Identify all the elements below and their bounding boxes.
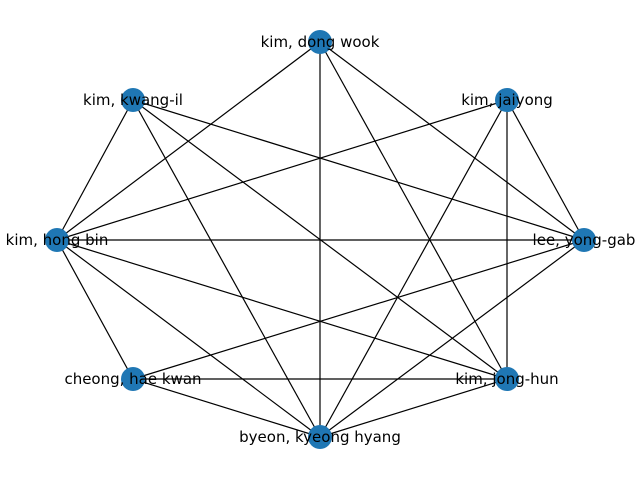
node-label-yong_gab: lee, yong-gab <box>533 231 636 249</box>
edge-layer <box>56 41 585 438</box>
edge-hae_kwan-kyeong_hyang <box>132 378 321 438</box>
node-yong_gab <box>572 228 596 252</box>
node-label-hae_kwan: cheong, hae kwan <box>64 370 201 388</box>
label-layer: kim, dong wook kim, jaiyong lee, yong-gab k… <box>6 33 636 446</box>
edge-jaiyong-hong_bin <box>56 99 508 241</box>
edge-yong_gab-hae_kwan <box>132 239 585 380</box>
node-label-jong_hun: kim, jong-hun <box>455 370 558 388</box>
node-label-jaiyong: kim, jaiyong <box>461 91 553 109</box>
node-hong_bin <box>45 228 69 252</box>
node-kwang_il <box>121 88 145 112</box>
edge-hong_bin-jong_hun <box>56 239 508 380</box>
edge-jaiyong-kyeong_hyang <box>319 99 508 438</box>
edge-hong_bin-kyeong_hyang <box>56 239 321 438</box>
node-kyeong_hyang <box>308 425 332 449</box>
node-jaiyong <box>495 88 519 112</box>
edge-kwang_il-kyeong_hyang <box>132 99 321 438</box>
edge-dong_wook-yong_gab <box>319 41 585 241</box>
node-label-dong_wook: kim, dong wook <box>261 33 380 51</box>
edge-hong_bin-hae_kwan <box>56 239 134 380</box>
edge-kwang_il-yong_gab <box>132 99 585 241</box>
edge-yong_gab-kyeong_hyang <box>319 239 585 438</box>
node-jong_hun <box>495 367 519 391</box>
node-label-kwang_il: kim, kwang-il <box>83 91 183 109</box>
edge-dong_wook-jong_hun <box>319 41 508 380</box>
edge-kwang_il-hong_bin <box>56 99 134 241</box>
node-label-kyeong_hyang: byeon, kyeong hyang <box>239 428 401 446</box>
node-layer <box>45 30 596 449</box>
node-hae_kwan <box>121 367 145 391</box>
edge-jaiyong-yong_gab <box>506 99 585 241</box>
edge-kyeong_hyang-jong_hun <box>319 378 508 438</box>
node-label-hong_bin: kim, hong bin <box>6 231 109 249</box>
node-dong_wook <box>308 30 332 54</box>
